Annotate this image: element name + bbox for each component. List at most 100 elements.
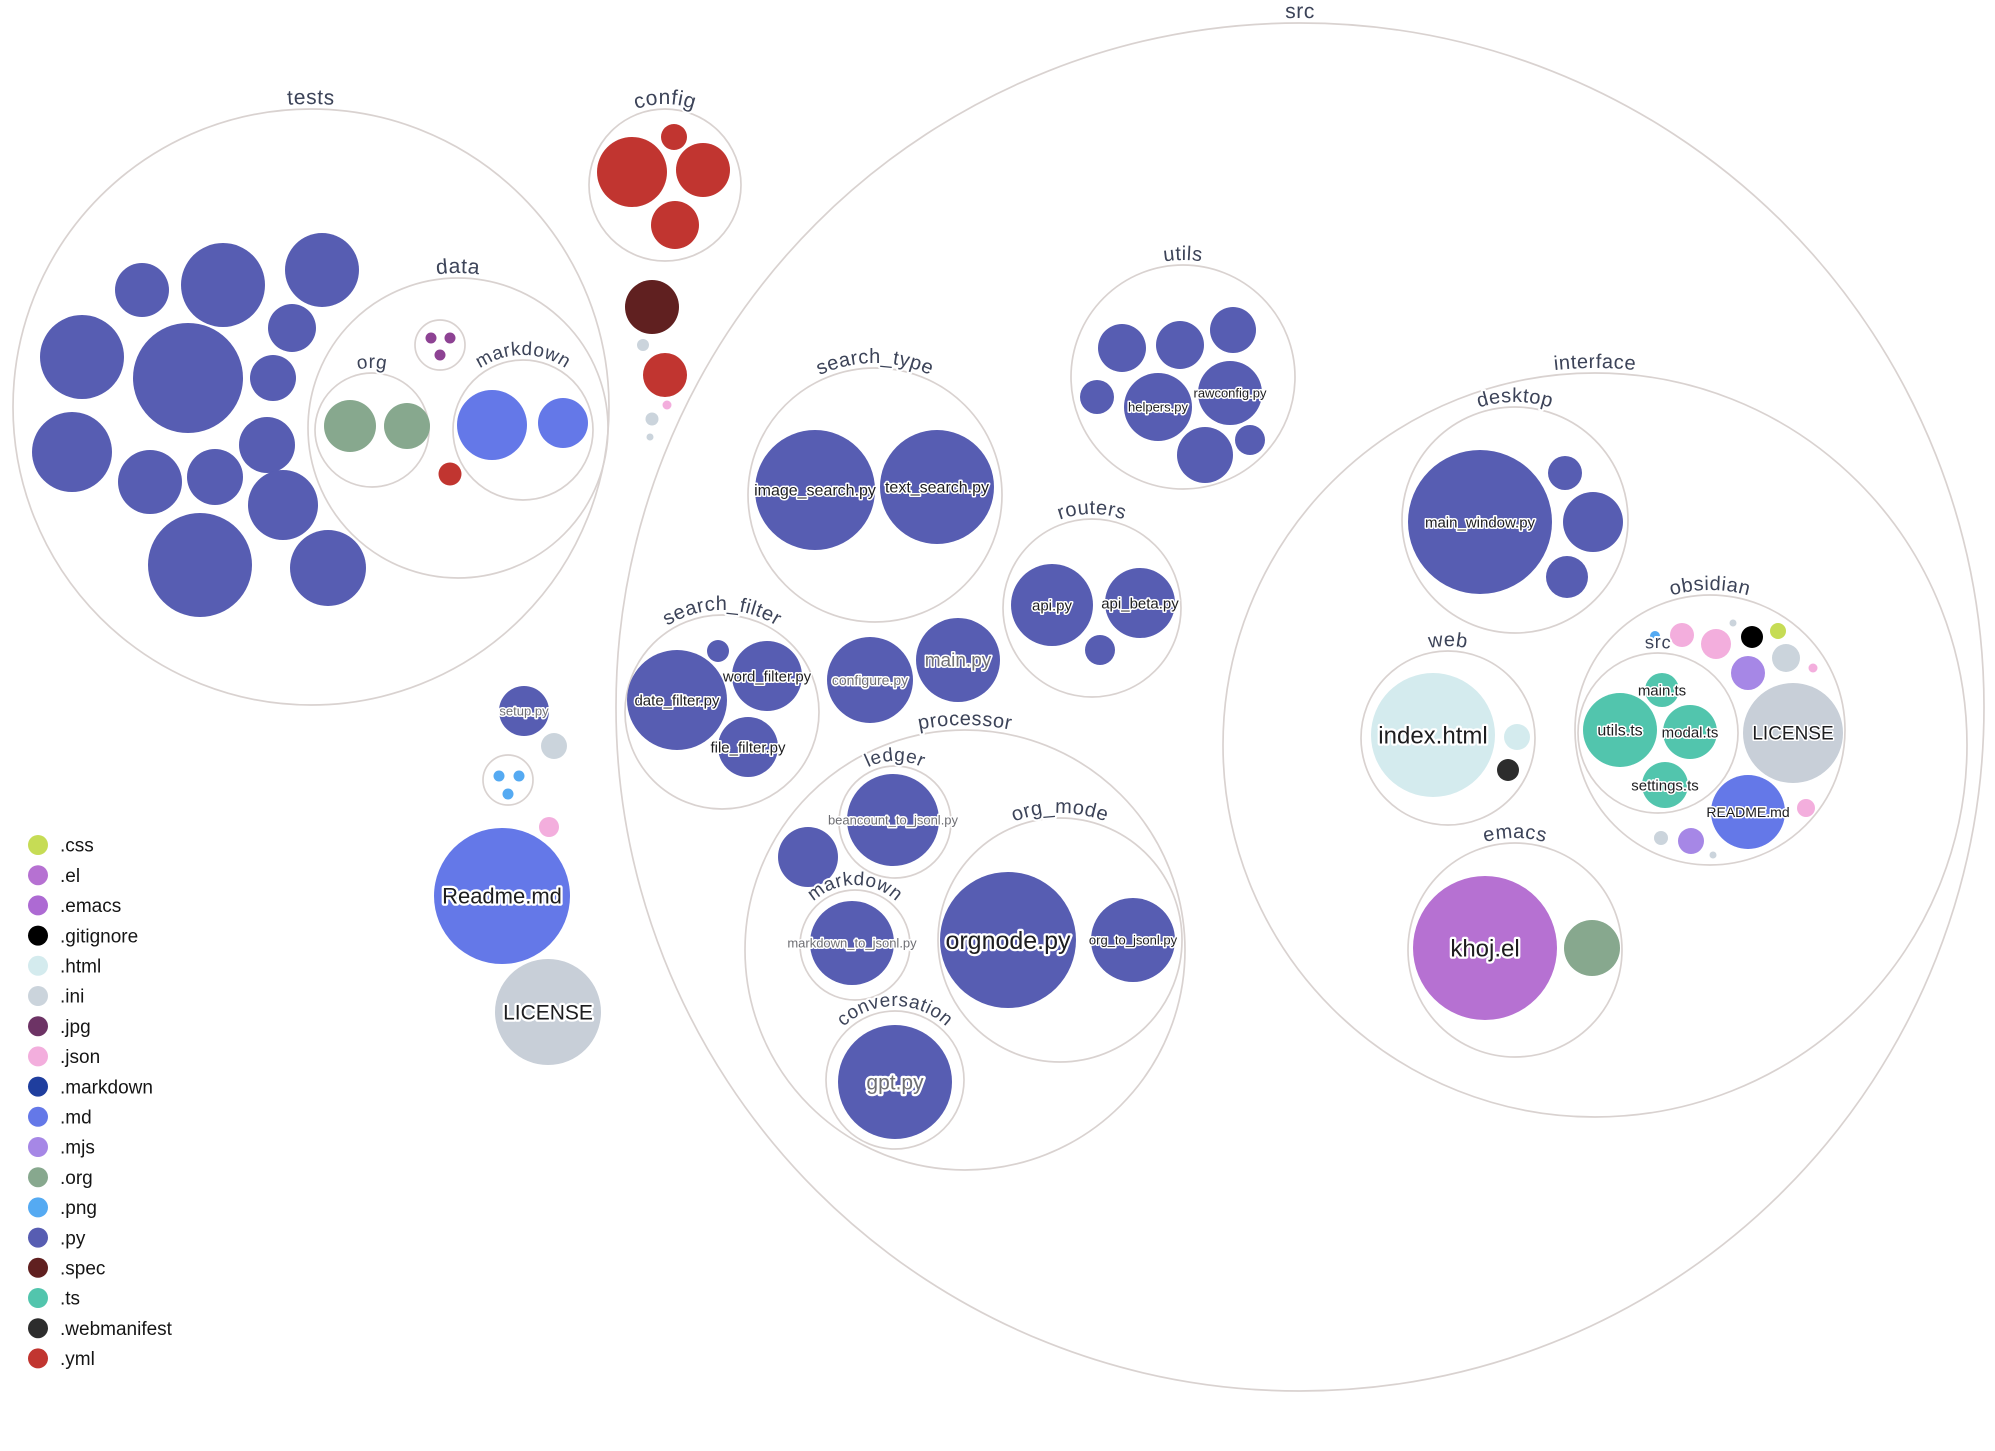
folder-circle-src-processor[interactable] bbox=[744, 729, 1186, 1171]
file-circle-py-13[interactable] bbox=[290, 530, 366, 606]
file-circle-ini-30[interactable] bbox=[645, 412, 659, 426]
file-circle-jpg-19[interactable] bbox=[444, 332, 456, 344]
file-circle-helpers.py[interactable] bbox=[1124, 373, 1192, 441]
file-circle-py-6[interactable] bbox=[250, 355, 296, 401]
folder-circle-src-processor-ledger[interactable] bbox=[838, 765, 952, 879]
file-circle-ini-33[interactable] bbox=[541, 733, 567, 759]
file-circle-ini-79[interactable] bbox=[1772, 644, 1800, 672]
file-circle-khoj.el[interactable] bbox=[1413, 876, 1557, 1020]
file-circle-md-16[interactable] bbox=[457, 390, 527, 460]
file-circle-png-35[interactable] bbox=[513, 770, 525, 782]
file-circle-org-14[interactable] bbox=[324, 400, 376, 452]
folder-circle-src-interface-web[interactable] bbox=[1360, 650, 1536, 826]
file-circle-py-60[interactable] bbox=[778, 827, 838, 887]
file-circle-utils.ts[interactable] bbox=[1583, 693, 1657, 767]
file-circle-py-1[interactable] bbox=[181, 243, 265, 327]
file-circle-py-9[interactable] bbox=[118, 450, 182, 514]
file-circle-py-50[interactable] bbox=[1210, 307, 1256, 353]
file-circle-markdown_to_jsonl.py[interactable] bbox=[810, 901, 894, 985]
file-circle-py-11[interactable] bbox=[248, 470, 318, 540]
file-circle-file_filter.py[interactable] bbox=[718, 717, 778, 777]
file-circle-py-68[interactable] bbox=[1546, 556, 1588, 598]
file-circle-py-51[interactable] bbox=[1080, 380, 1114, 414]
folder-circle-src-search_filter[interactable] bbox=[624, 614, 820, 810]
file-circle-modal.ts[interactable] bbox=[1663, 705, 1717, 759]
file-circle-png-34[interactable] bbox=[493, 770, 505, 782]
file-circle-json-81[interactable] bbox=[1797, 799, 1815, 817]
file-circle-api.py[interactable] bbox=[1011, 564, 1093, 646]
file-circle-py-47[interactable] bbox=[707, 640, 729, 662]
file-circle-webmanifest-71[interactable] bbox=[1497, 759, 1519, 781]
folder-circle-src-utils[interactable] bbox=[1070, 264, 1296, 490]
file-circle-main.py[interactable] bbox=[916, 618, 1000, 702]
folder-circle-root-images[interactable] bbox=[482, 754, 534, 806]
folder-circle-src-processor-markdown[interactable] bbox=[799, 889, 911, 1001]
file-circle-py-7[interactable] bbox=[239, 417, 295, 473]
folder-circle-src-processor-org_mode[interactable] bbox=[937, 817, 1183, 1063]
file-circle-gpt.py[interactable] bbox=[838, 1025, 952, 1139]
folder-circle-src-interface-desktop[interactable] bbox=[1401, 406, 1629, 634]
file-circle-ini-82[interactable] bbox=[1654, 831, 1668, 845]
file-circle-py-54[interactable] bbox=[1177, 427, 1233, 483]
folder-circle-src-search_type[interactable] bbox=[747, 367, 1003, 623]
file-circle-LICENSE[interactable] bbox=[495, 959, 601, 1065]
file-circle-py-48[interactable] bbox=[1098, 324, 1146, 372]
file-circle-setup.py[interactable] bbox=[499, 686, 549, 736]
file-circle-png-72[interactable] bbox=[1650, 631, 1660, 641]
file-circle-yml-22[interactable] bbox=[597, 137, 667, 207]
folder-circle-src-interface-obsidian-src[interactable] bbox=[1577, 652, 1739, 814]
file-circle-yml-23[interactable] bbox=[661, 124, 687, 150]
folder-circle-src-interface[interactable] bbox=[1222, 372, 1968, 1118]
file-circle-py-12[interactable] bbox=[148, 513, 252, 617]
file-circle-LICENSE[interactable] bbox=[1743, 683, 1843, 783]
file-circle-jpg-18[interactable] bbox=[425, 332, 437, 344]
file-circle-org-92[interactable] bbox=[1564, 920, 1620, 976]
folder-circle-tests[interactable] bbox=[12, 108, 610, 706]
folder-circle-src[interactable] bbox=[615, 22, 1985, 1392]
file-circle-py-0[interactable] bbox=[115, 263, 169, 317]
file-circle-ini-27[interactable] bbox=[637, 339, 649, 351]
file-circle-image_search.py[interactable] bbox=[755, 430, 875, 550]
file-circle-api_beta.py[interactable] bbox=[1105, 568, 1175, 638]
file-circle-py-49[interactable] bbox=[1156, 321, 1204, 369]
file-circle-org_to_jsonl.py[interactable] bbox=[1091, 898, 1175, 982]
file-circle-settings.ts[interactable] bbox=[1642, 762, 1688, 808]
file-circle-main_window.py[interactable] bbox=[1408, 450, 1552, 594]
file-circle-md-17[interactable] bbox=[538, 398, 588, 448]
file-circle-json-80[interactable] bbox=[1808, 663, 1818, 673]
file-circle-py-8[interactable] bbox=[32, 412, 112, 492]
file-circle-Readme.md[interactable] bbox=[434, 828, 570, 964]
folder-circle-src-interface-obsidian[interactable] bbox=[1574, 594, 1846, 866]
folder-circle-src-processor-conversation[interactable] bbox=[825, 1010, 965, 1150]
file-circle-py-3[interactable] bbox=[268, 304, 316, 352]
file-circle-py-55[interactable] bbox=[1235, 425, 1265, 455]
file-circle-main.ts[interactable] bbox=[1645, 673, 1679, 707]
file-circle-json-29[interactable] bbox=[662, 400, 672, 410]
file-circle-py-67[interactable] bbox=[1563, 492, 1623, 552]
file-circle-yml-24[interactable] bbox=[676, 143, 730, 197]
file-circle-org-15[interactable] bbox=[384, 403, 430, 449]
file-circle-rawconfig.py[interactable] bbox=[1198, 361, 1262, 425]
file-circle-json-37[interactable] bbox=[539, 817, 559, 837]
file-circle-json-74[interactable] bbox=[1701, 629, 1731, 659]
file-circle-spec-26[interactable] bbox=[625, 280, 679, 334]
file-circle-yml-21[interactable] bbox=[438, 462, 462, 486]
folder-circle-tests-data[interactable] bbox=[307, 277, 609, 579]
file-circle-configure.py[interactable] bbox=[827, 637, 913, 723]
file-circle-json-73[interactable] bbox=[1670, 623, 1694, 647]
file-circle-ini-31[interactable] bbox=[646, 433, 654, 441]
file-circle-orgnode.py[interactable] bbox=[940, 872, 1076, 1008]
file-circle-py-58[interactable] bbox=[1085, 635, 1115, 665]
file-circle-date_filter.py[interactable] bbox=[627, 650, 727, 750]
file-circle-py-4[interactable] bbox=[40, 315, 124, 399]
file-circle-yml-25[interactable] bbox=[651, 201, 699, 249]
file-circle-css-77[interactable] bbox=[1770, 623, 1786, 639]
file-circle-py-66[interactable] bbox=[1548, 456, 1582, 490]
file-circle-py-2[interactable] bbox=[285, 233, 359, 307]
file-circle-word_filter.py[interactable] bbox=[732, 641, 802, 711]
file-circle-jpg-20[interactable] bbox=[434, 349, 446, 361]
file-circle-py-5[interactable] bbox=[133, 323, 243, 433]
file-circle-index.html[interactable] bbox=[1371, 673, 1495, 797]
file-circle-mjs-78[interactable] bbox=[1731, 656, 1765, 690]
file-circle-py-10[interactable] bbox=[187, 449, 243, 505]
